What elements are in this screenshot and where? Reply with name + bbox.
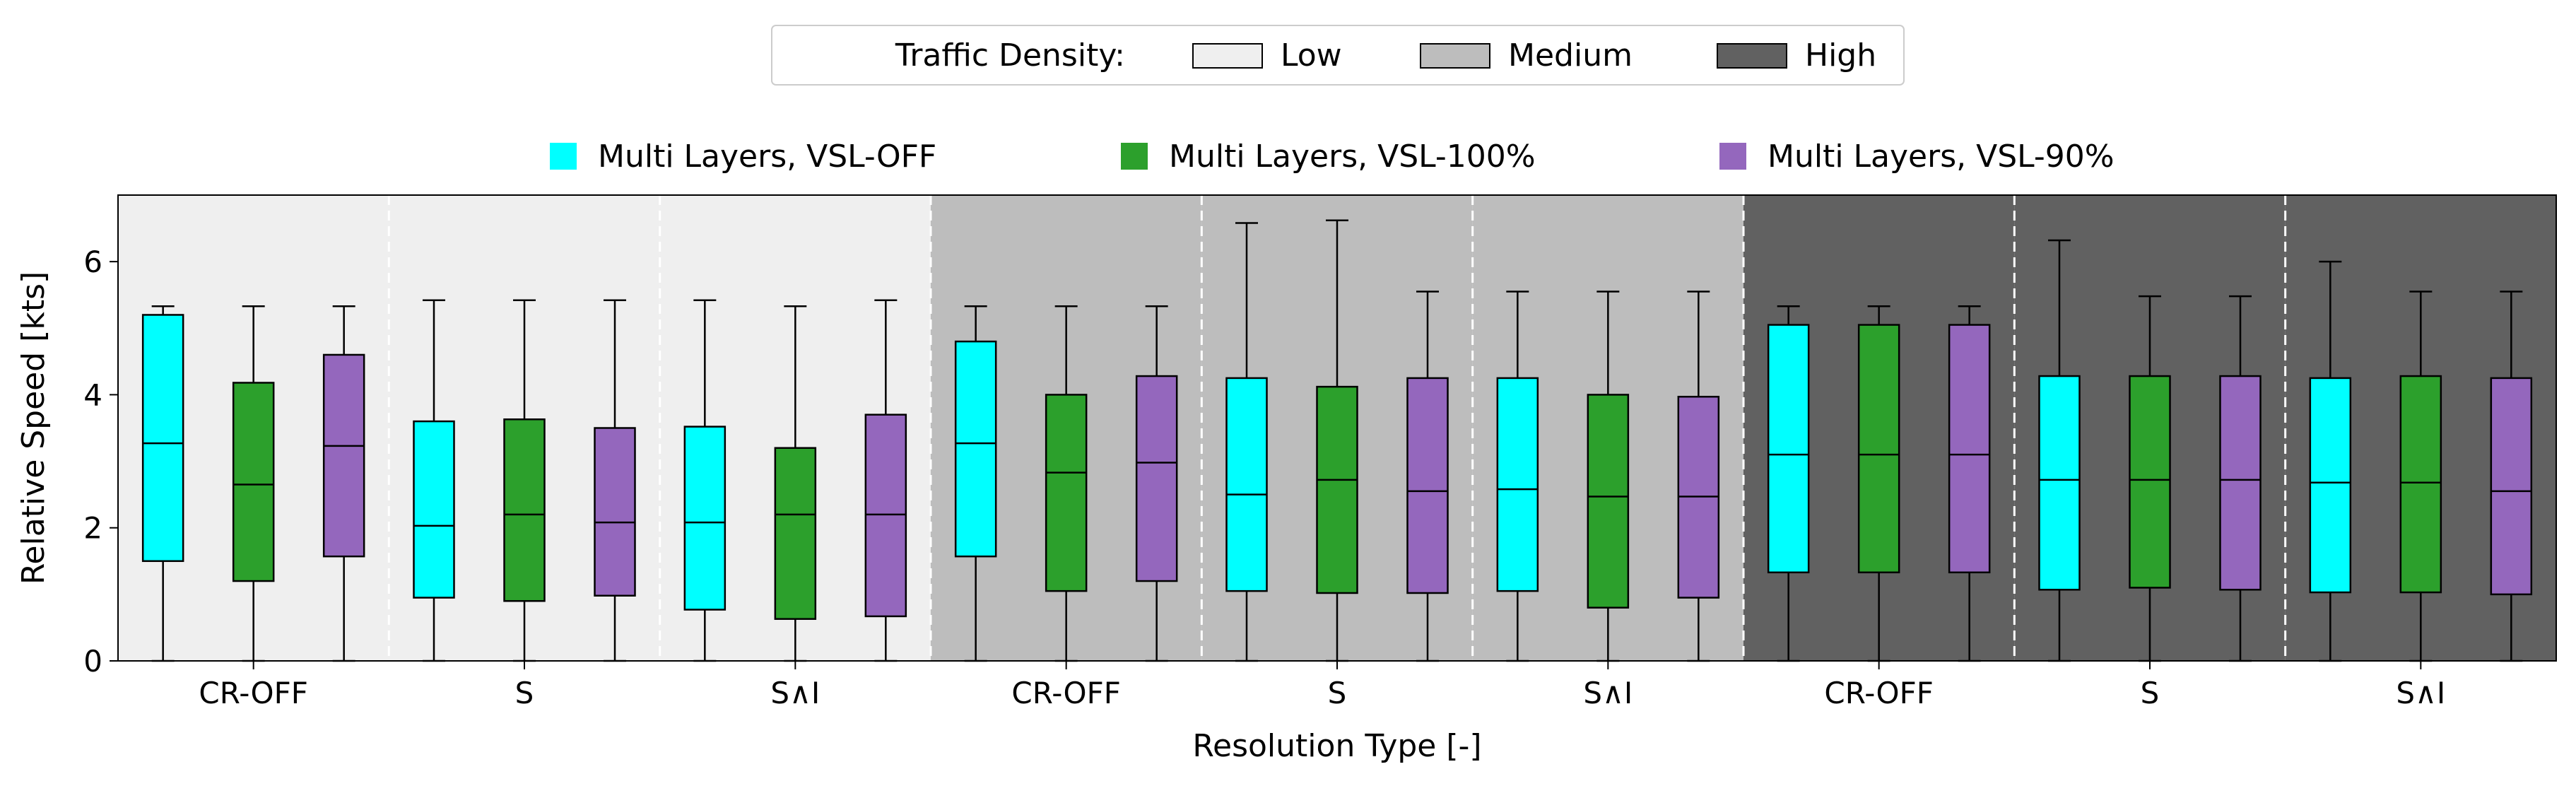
- x-tick-label: CR-OFF: [1011, 676, 1121, 710]
- box-iqr: [774, 447, 817, 620]
- box-3: [594, 299, 636, 662]
- x-tick-label: S: [2141, 676, 2160, 710]
- y-axis-label: Relative Speed [kts]: [16, 271, 52, 585]
- box-1: [141, 305, 184, 662]
- traffic-density-legend: Traffic Density: Low Medium High: [771, 25, 1905, 86]
- density-label-low: Low: [1281, 37, 1342, 74]
- box-iqr: [1135, 375, 1178, 582]
- box-iqr: [2038, 375, 2081, 591]
- density-legend-frame: [771, 25, 1905, 86]
- box-2: [1045, 305, 1088, 662]
- box-2: [774, 305, 817, 662]
- box-iqr: [954, 340, 997, 558]
- density-swatch-medium: [1420, 43, 1490, 69]
- box-1: [2038, 239, 2081, 662]
- box-2: [503, 299, 546, 662]
- x-tick-label: S∧I: [1583, 676, 1633, 710]
- x-tick-label: CR-OFF: [1824, 676, 1934, 710]
- box-1: [2309, 260, 2352, 662]
- box-2: [1857, 305, 1900, 662]
- series-swatch-1: [550, 143, 577, 170]
- series-swatch-3: [1719, 143, 1746, 170]
- box-3: [1677, 291, 1720, 662]
- box-2: [232, 305, 275, 662]
- box-1: [683, 299, 727, 662]
- series-label-3: Multi Layers, VSL-90%: [1768, 139, 2115, 175]
- y-tick-label: 2: [83, 511, 102, 546]
- density-label-medium: Medium: [1508, 37, 1633, 74]
- x-tick-label: CR-OFF: [199, 676, 308, 710]
- box-iqr: [232, 382, 275, 582]
- x-axis: CR-OFF S S∧I CR-OFF S S∧I CR-OFF S S∧I: [199, 661, 2445, 710]
- box-iqr: [413, 420, 455, 599]
- box-iqr: [594, 427, 636, 597]
- box-2: [1316, 219, 1358, 662]
- box-iqr: [1587, 394, 1630, 609]
- box-series: [141, 219, 2533, 662]
- box-iqr: [1225, 377, 1268, 592]
- box-3: [322, 305, 365, 662]
- density-label-high: High: [1805, 37, 1876, 74]
- density-swatch-low: [1192, 43, 1263, 69]
- series-legend: Multi Layers, VSL-OFF Multi Layers, VSL-1…: [550, 139, 2115, 175]
- box-2: [2129, 295, 2171, 662]
- box-iqr: [2219, 375, 2262, 591]
- density-legend-title: Traffic Density:: [895, 37, 1125, 74]
- box-iqr: [322, 353, 365, 558]
- box-2: [2399, 291, 2442, 662]
- x-tick-label: S: [1328, 676, 1347, 710]
- box-3: [1135, 305, 1178, 662]
- box-iqr: [2490, 377, 2533, 596]
- box-iqr: [503, 418, 546, 602]
- y-tick-label: 0: [83, 644, 102, 679]
- box-3: [1406, 291, 1449, 662]
- box-2: [1587, 291, 1630, 662]
- box-1: [413, 299, 455, 662]
- y-tick-label: 6: [83, 245, 102, 279]
- x-tick-label: S∧I: [2396, 676, 2445, 710]
- box-iqr: [2309, 377, 2352, 594]
- box-iqr: [1496, 377, 1539, 592]
- series-label-1: Multi Layers, VSL-OFF: [598, 139, 936, 175]
- box-iqr: [1767, 324, 1810, 574]
- box-3: [864, 299, 907, 662]
- box-iqr: [2129, 375, 2171, 589]
- y-axis: 0 2 4 6: [83, 245, 118, 679]
- y-tick-label: 4: [83, 377, 102, 412]
- density-swatch-high: [1717, 43, 1787, 69]
- box-iqr: [1857, 324, 1900, 574]
- box-1: [1767, 305, 1810, 662]
- x-axis-label: Resolution Type [-]: [1192, 728, 1481, 764]
- box-iqr: [2399, 375, 2442, 594]
- box-3: [2219, 295, 2262, 662]
- box-iqr: [1316, 385, 1358, 594]
- series-label-2: Multi Layers, VSL-100%: [1169, 139, 1536, 175]
- box-1: [954, 305, 997, 662]
- series-swatch-2: [1121, 143, 1148, 170]
- x-tick-label: S∧I: [770, 676, 820, 710]
- box-iqr: [683, 426, 727, 611]
- box-iqr: [141, 314, 184, 563]
- box-iqr: [1948, 324, 1991, 574]
- x-tick-label: S: [515, 676, 534, 710]
- box-1: [1225, 222, 1268, 662]
- box-iqr: [1045, 394, 1088, 592]
- box-iqr: [864, 413, 907, 618]
- box-iqr: [1406, 377, 1449, 594]
- box-3: [1948, 305, 1991, 662]
